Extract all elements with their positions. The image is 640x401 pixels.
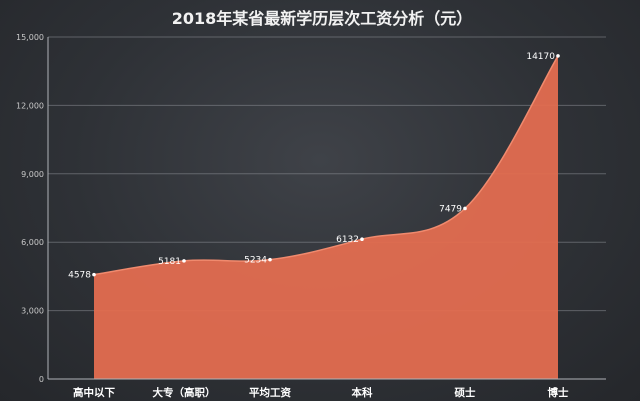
data-point (463, 206, 467, 211)
chart-title: 2018年某省最新学历层次工资分析（元） (172, 9, 473, 28)
area-fill (94, 55, 558, 379)
data-point (360, 237, 364, 241)
data-label: 4578 (68, 271, 91, 281)
x-tick-label: 本科 (352, 386, 373, 399)
y-tick-label: 6,000 (21, 238, 44, 247)
x-tick-label: 大专（高职） (153, 386, 216, 399)
data-label: 14170 (526, 52, 555, 62)
y-tick-label: 12,000 (16, 101, 44, 110)
data-label: 7479 (439, 204, 462, 214)
data-point (268, 257, 272, 262)
data-label: 5181 (158, 257, 181, 267)
y-tick-label: 0 (39, 375, 44, 384)
data-labels: 4578 5181 5234 6132 7479 14170 (68, 52, 560, 281)
data-label: 5234 (244, 256, 267, 266)
y-tick-label: 15,000 (16, 33, 44, 42)
data-label: 6132 (336, 235, 359, 245)
axes: 0 3,000 6,000 9,000 12,000 15,000 高中以下 大专（高职） 平均… (16, 33, 606, 399)
x-tick-label: 博士 (548, 386, 569, 399)
area-series (93, 55, 559, 379)
data-point (92, 272, 96, 277)
x-tick-label: 硕士 (455, 386, 476, 399)
x-tick-label: 高中以下 (73, 386, 115, 399)
data-point (556, 54, 560, 58)
y-tick-label: 3,000 (21, 307, 44, 316)
y-tick-label: 9,000 (21, 170, 44, 179)
x-tick-label: 平均工资 (249, 386, 291, 399)
data-point (182, 259, 186, 263)
